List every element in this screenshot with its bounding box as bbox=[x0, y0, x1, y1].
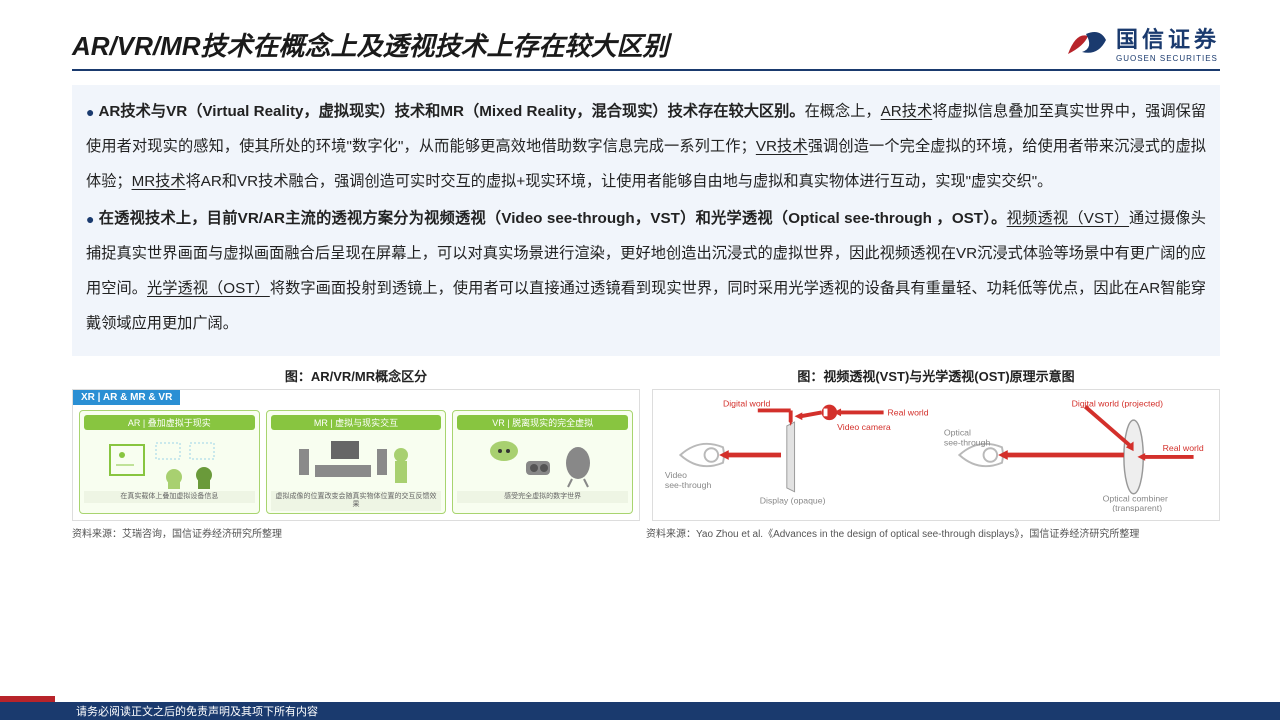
ost-diagram: Digital world (projected) Real world Opt… bbox=[940, 398, 1211, 512]
xr-panel-vr: VR | 脱离现实的完全虚拟 感受完全虚拟的数字世界 bbox=[452, 410, 633, 514]
svg-text:Real world: Real world bbox=[887, 407, 928, 417]
svg-text:Optical combiner(transparent): Optical combiner(transparent) bbox=[1103, 493, 1168, 512]
company-logo: 国信证券 GUOSEN SECURITIES bbox=[1066, 22, 1220, 63]
title-underline bbox=[72, 69, 1220, 71]
svg-text:Display (opaque): Display (opaque) bbox=[760, 495, 826, 505]
svg-text:Real world: Real world bbox=[1163, 443, 1204, 453]
vst-diagram: Digital world Video camera Real world Vi… bbox=[661, 398, 932, 512]
figure-2-title: 图：视频透视(VST)与光学透视(OST)原理示意图 bbox=[652, 366, 1220, 385]
source-left: 资料来源：艾瑞咨询，国信证券经济研究所整理 bbox=[72, 525, 646, 540]
svg-text:Digital world: Digital world bbox=[723, 398, 771, 408]
svg-text:Digital world (projected): Digital world (projected) bbox=[1072, 398, 1164, 408]
svg-text:Video camera: Video camera bbox=[837, 422, 891, 432]
company-name-en: GUOSEN SECURITIES bbox=[1116, 54, 1220, 63]
company-name-cn: 国信证券 bbox=[1116, 22, 1220, 54]
xr-panel-ar: AR | 叠加虚拟于现实 在真实载体上叠加虚拟设备信息 bbox=[79, 410, 260, 514]
body-text-block: ●AR技术与VR（Virtual Reality，虚拟现实）技术和MR（Mixe… bbox=[72, 85, 1220, 356]
figure-2-box: Digital world Video camera Real world Vi… bbox=[652, 389, 1220, 521]
xr-tag: XR | AR & MR & VR bbox=[73, 390, 180, 405]
paragraph-2: ●在透视技术上，目前VR/AR主流的透视方案分为视频透视（Video see-t… bbox=[86, 202, 1206, 342]
figure-1-box: XR | AR & MR & VR AR | 叠加虚拟于现实 在真实载体上叠加虚… bbox=[72, 389, 640, 521]
svg-text:Videosee-through: Videosee-through bbox=[665, 470, 712, 490]
paragraph-1: ●AR技术与VR（Virtual Reality，虚拟现实）技术和MR（Mixe… bbox=[86, 95, 1206, 200]
figure-1-title: 图：AR/VR/MR概念区分 bbox=[72, 366, 640, 385]
source-right: 资料来源：Yao Zhou et al.《Advances in the des… bbox=[646, 525, 1220, 540]
svg-text:Opticalsee-through: Opticalsee-through bbox=[944, 427, 991, 447]
footer-disclaimer: 请务必阅读正文之后的免责声明及其项下所有内容 bbox=[0, 702, 1280, 720]
footer: 请务必阅读正文之后的免责声明及其项下所有内容 bbox=[0, 702, 1280, 720]
slide-title: AR/VR/MR技术在概念上及透视技术上存在较大区别 bbox=[72, 26, 1066, 63]
xr-panel-mr: MR | 虚拟与现实交互 虚拟成像的位置改变会随真实物体位置的交互反馈效果 bbox=[266, 410, 447, 514]
